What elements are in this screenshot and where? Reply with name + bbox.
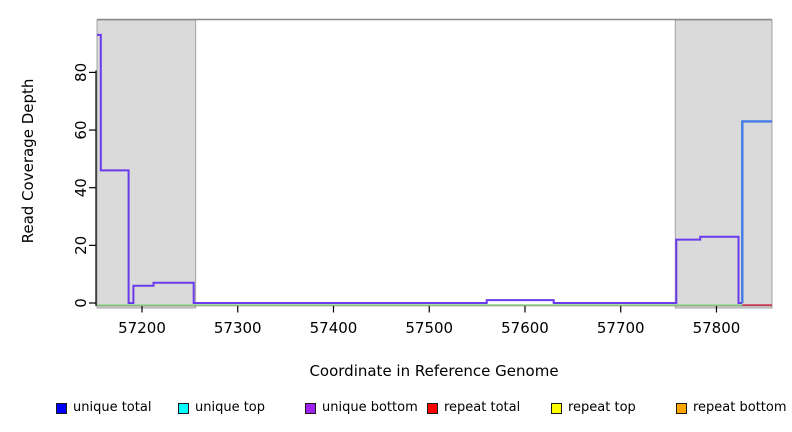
x-tick-label: 57700 [597,319,645,337]
legend-swatch [178,402,189,414]
masked-region-shading [96,18,773,309]
legend-item-unique-bottom: unique bottom [305,400,418,416]
legend-swatch [427,402,438,414]
masked-region [96,19,197,309]
coverage-series-lines [97,33,772,306]
legend-swatch [56,402,67,414]
y-tick-label: 20 [72,236,90,255]
legend-label: repeat bottom [693,400,787,415]
x-axis-title: Coordinate in Reference Genome [309,362,558,380]
legend-item-repeat-total: repeat total [427,400,520,416]
legend-swatch [551,402,562,414]
x-tick-label: 57600 [501,319,549,337]
y-axis-title: Read Coverage Depth [19,79,37,244]
chart-legend: unique total unique top unique bottom repea… [0,400,792,424]
x-tick-label: 57300 [214,319,262,337]
legend-item-repeat-bottom: repeat bottom [676,400,787,416]
x-tick-label: 57400 [310,319,358,337]
legend-label: repeat total [444,400,521,415]
axes: 57200 57300 57400 57500 57600 57700 57800 0 20 40… [72,63,772,337]
legend-item-unique-top: unique top [178,400,265,416]
y-tick-label: 80 [72,63,90,82]
x-tick-label: 57500 [405,319,453,337]
y-tick-label: 0 [72,298,90,308]
y-tick-label: 60 [72,120,90,139]
plot-area: 57200 57300 57400 57500 57600 57700 57800 0 20 40… [19,18,773,380]
legend-label: repeat top [568,400,636,415]
legend-item-unique-total: unique total [56,400,151,416]
legend-label: unique top [195,400,266,415]
y-tick-label: 40 [72,178,90,197]
series-line-unique-bottom [97,33,743,304]
x-tick-label: 57800 [693,319,741,337]
legend-label: unique total [73,400,152,415]
legend-swatch [676,402,687,414]
series-line-unique-total [741,120,772,303]
masked-region [674,19,773,309]
legend-item-repeat-top: repeat top [551,400,636,416]
legend-label: unique bottom [322,400,418,415]
legend-swatch [305,402,316,414]
x-tick-label: 57200 [118,319,166,337]
